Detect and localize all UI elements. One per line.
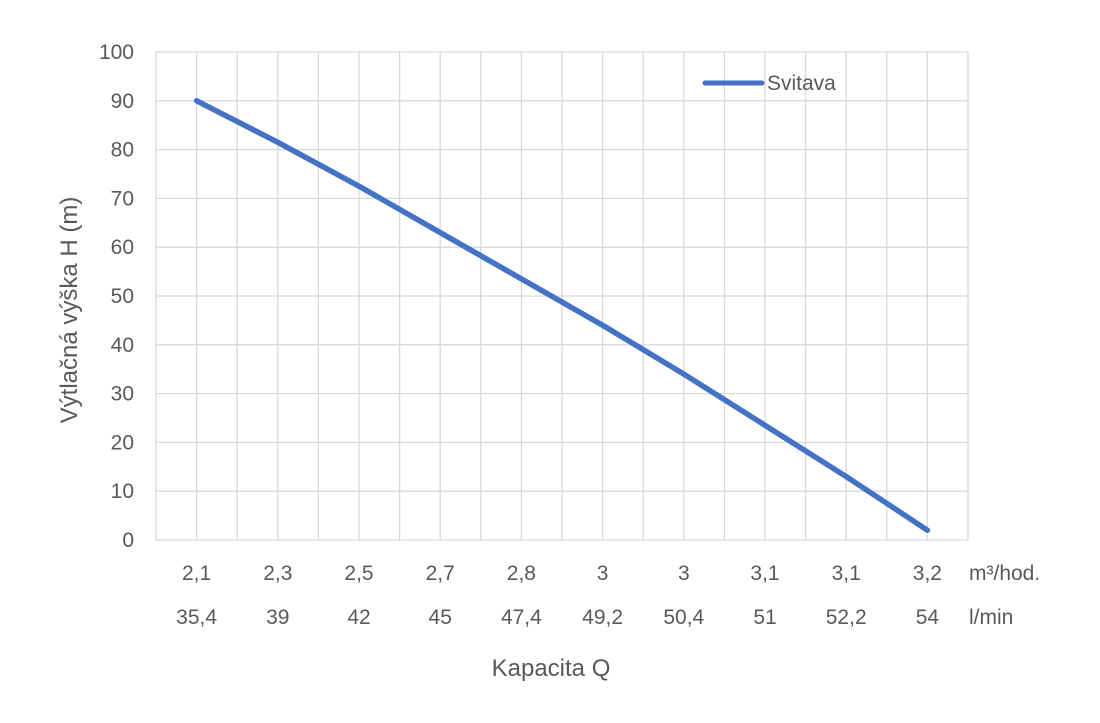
y-tick-label: 20 [111,431,134,454]
series-layer [193,98,931,533]
x-tick-label-secondary: 54 [916,606,940,629]
x-tick-label-primary: 2,1 [182,562,211,585]
x-tick-label-secondary: 50,4 [663,606,704,629]
series-line-svitava [193,98,931,533]
x-tick-label-primary: 3 [597,562,609,585]
unit-label-primary: m³/hod. [969,562,1040,585]
x-tick-label-primary: 2,7 [426,562,455,585]
x-tick-label-secondary: 42 [347,606,370,629]
y-tick-label: 50 [111,285,134,308]
x-tick-label-secondary: 47,4 [501,606,542,629]
y-tick-label: 60 [111,236,134,259]
y-axis-ticks: 0 10 20 30 40 50 60 70 80 90 100 [99,41,134,552]
x-tick-label-primary: 2,8 [507,562,536,585]
y-tick-label: 40 [111,334,134,357]
y-tick-label: 30 [111,383,134,406]
x-tick-label-secondary: 49,2 [582,606,623,629]
x-tick-label-primary: 3,1 [832,562,861,585]
x-tick-label-secondary: 39 [266,606,289,629]
y-tick-label: 80 [111,139,134,162]
x-axis-ticks: 2,1 2,3 2,5 2,7 2,8 3 3 3,1 3,1 3,2 35,4 39 42 45 47,4… [176,562,942,629]
x-tick-label-secondary: 51 [753,606,776,629]
x-tick-label-primary: 2,3 [263,562,292,585]
gridlines [155,51,969,541]
y-axis-title: Výtlačná výška H (m) [56,197,83,424]
unit-label-secondary: l/min [969,606,1013,629]
x-tick-label-secondary: 45 [429,606,452,629]
x-tick-label-primary: 2,5 [344,562,373,585]
x-tick-label-primary: 3,1 [750,562,779,585]
x-tick-label-secondary: 35,4 [176,606,217,629]
legend: Svitava [702,72,836,95]
x-axis-title: Kapacita Q [492,655,611,682]
y-tick-label: 90 [111,90,134,113]
x-tick-label-primary: 3 [678,562,690,585]
legend-label-svitava: Svitava [767,72,836,95]
y-tick-label: 100 [99,41,134,64]
y-tick-label: 0 [122,529,134,552]
x-tick-label-secondary: 52,2 [826,606,867,629]
x-tick-label-primary: 3,2 [913,562,942,585]
y-tick-label: 70 [111,187,134,210]
y-tick-label: 10 [111,480,134,503]
